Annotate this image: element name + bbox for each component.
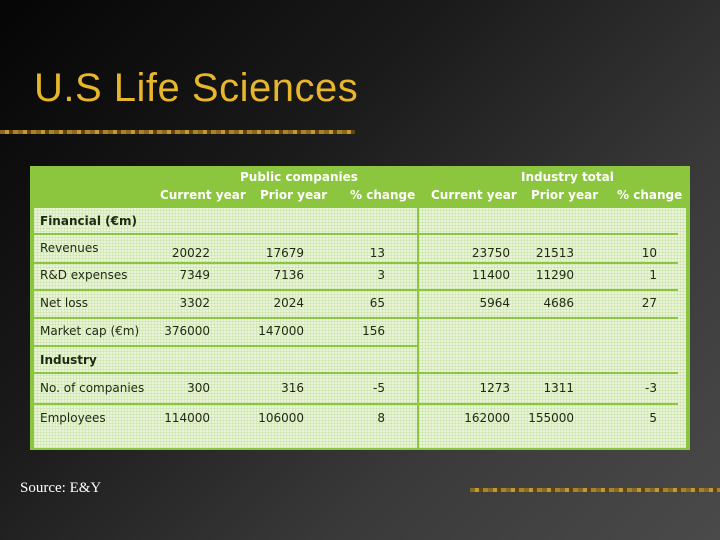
cell-pub-change: 65 <box>369 296 385 310</box>
cell-ind-current: 11400 <box>471 268 510 282</box>
col-header-ind-current: Current year <box>431 188 517 202</box>
cell-ind-prior: 155000 <box>528 411 574 425</box>
separator <box>34 372 678 374</box>
cell-ind-current: 5964 <box>479 296 510 310</box>
cell-ind-prior: 21513 <box>535 246 574 260</box>
separator <box>34 233 678 235</box>
row-label: Revenues <box>40 241 99 255</box>
cell-pub-current: 20022 <box>171 246 210 260</box>
col-header-pub-prior: Prior year <box>260 188 328 202</box>
cell-ind-prior: 1311 <box>543 381 574 395</box>
cell-ind-prior: 4686 <box>543 296 574 310</box>
cell-pub-prior: 147000 <box>258 324 304 338</box>
cell-pub-prior: 316 <box>281 381 304 395</box>
cell-ind-current: 23750 <box>471 246 510 260</box>
cell-pub-current: 114000 <box>164 411 210 425</box>
separator <box>34 403 678 405</box>
col-header-ind-prior: Prior year <box>531 188 599 202</box>
separator <box>34 345 417 347</box>
col-header-ind-change: % change <box>617 188 683 202</box>
slide-title: U.S Life Sciences <box>34 66 359 110</box>
cell-ind-current: 162000 <box>464 411 510 425</box>
cell-pub-current: 376000 <box>164 324 210 338</box>
cell-pub-change: 156 <box>362 324 385 338</box>
table-header: Public companies Industry total Current … <box>30 166 690 208</box>
cell-pub-change: 8 <box>377 411 385 425</box>
cell-ind-change: 10 <box>641 246 657 260</box>
decorative-rule-bottom <box>470 488 720 492</box>
separator <box>34 317 678 319</box>
cell-ind-prior: 11290 <box>535 268 574 282</box>
decorative-rule-top <box>0 130 355 134</box>
separator <box>34 262 678 264</box>
row-label: Employees <box>40 411 106 425</box>
financial-table: Public companies Industry total Current … <box>30 166 690 450</box>
cell-pub-prior: 2024 <box>273 296 304 310</box>
public-panel <box>34 208 417 448</box>
cell-pub-change: -5 <box>373 381 385 395</box>
col-header-pub-current: Current year <box>160 188 246 202</box>
separator <box>34 289 678 291</box>
cell-pub-current: 7349 <box>179 268 210 282</box>
cell-ind-change: 5 <box>649 411 657 425</box>
section-industry: Industry <box>40 353 97 367</box>
row-label: R&D expenses <box>40 268 128 282</box>
col-header-pub-change: % change <box>350 188 416 202</box>
source-note: Source: E&Y <box>20 480 102 496</box>
cell-ind-change: -3 <box>645 381 657 395</box>
section-financial: Financial (€m) <box>40 214 137 228</box>
cell-pub-current: 3302 <box>179 296 210 310</box>
cell-pub-change: 13 <box>369 246 385 260</box>
cell-ind-change: 1 <box>649 268 657 282</box>
group-header-public: Public companies <box>240 170 358 184</box>
cell-pub-change: 3 <box>377 268 385 282</box>
row-label: No. of companies <box>40 381 145 395</box>
cell-pub-current: 300 <box>187 381 210 395</box>
cell-ind-current: 1273 <box>479 381 510 395</box>
cell-pub-prior: 17679 <box>265 246 304 260</box>
cell-pub-prior: 106000 <box>258 411 304 425</box>
row-label: Market cap (€m) <box>40 324 140 338</box>
row-label: Net loss <box>40 296 89 310</box>
group-header-industry: Industry total <box>521 170 614 184</box>
cell-pub-prior: 7136 <box>273 268 304 282</box>
cell-ind-change: 27 <box>641 296 657 310</box>
industry-panel <box>419 208 686 448</box>
